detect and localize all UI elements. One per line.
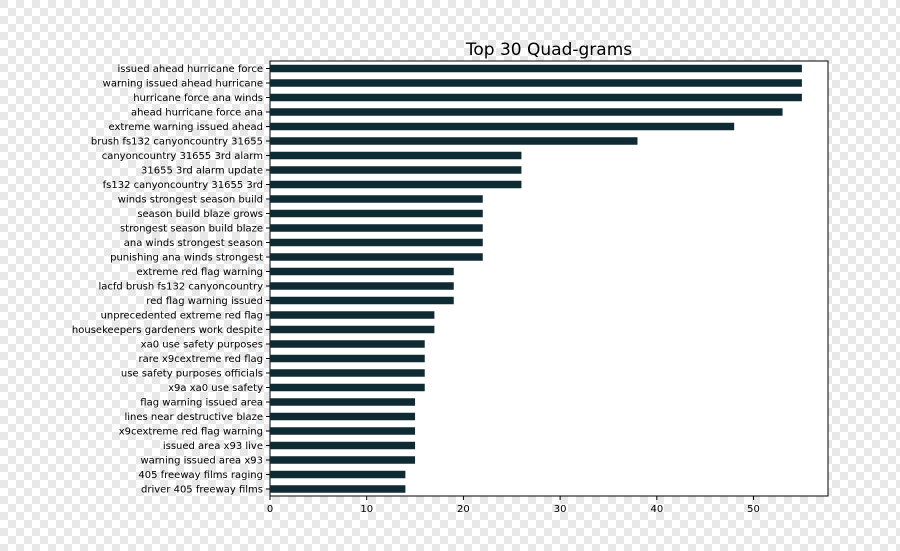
y-tick-label: fs132 canyoncountry 31655 3rd xyxy=(103,180,263,191)
y-tick-label: canyoncountry 31655 3rd alarm xyxy=(102,151,263,162)
y-tick-label: xa0 use safety purposes xyxy=(141,340,263,351)
y-tick-label: extreme warning issued ahead xyxy=(109,122,263,133)
bar xyxy=(270,122,735,131)
bar xyxy=(270,151,522,160)
x-tick-label: 0 xyxy=(267,504,273,515)
y-tick-labels: issued ahead hurricane force warning issu… xyxy=(72,64,270,496)
y-tick-label: ahead hurricane force ana xyxy=(131,108,263,119)
y-tick-label: unprecedented extreme red flag xyxy=(101,311,263,322)
y-tick-label: flag warning issued area xyxy=(140,398,263,409)
bar xyxy=(270,354,425,363)
bar xyxy=(270,311,435,319)
y-tick-label: warning issued ahead hurricane xyxy=(103,79,263,90)
y-tick-label: housekeepers gardeners work despite xyxy=(72,325,263,336)
bar xyxy=(270,412,416,421)
bar xyxy=(270,93,802,102)
y-tick-label: red flag warning issued xyxy=(146,296,263,307)
bar xyxy=(270,64,802,73)
x-tick-label: 10 xyxy=(360,504,373,515)
bar xyxy=(270,383,425,392)
y-tick-label: x9a xa0 use safety xyxy=(168,383,263,394)
y-tick-label: strongest season build blaze xyxy=(120,224,263,235)
y-tick-label: winds strongest season build xyxy=(118,195,263,206)
x-tick-label: 40 xyxy=(650,504,663,515)
chart-title: Top 30 Quad-grams xyxy=(465,40,632,60)
bar xyxy=(270,441,416,450)
bar xyxy=(270,485,406,493)
y-tick-label: issued area x93 live xyxy=(163,441,263,452)
y-tick-label: ana winds strongest season xyxy=(124,238,263,249)
y-tick-label: rare x9cextreme red flag xyxy=(138,354,263,365)
y-tick-label: brush fs132 canyoncountry 31655 xyxy=(91,137,263,148)
y-tick-label: x9cextreme red flag warning xyxy=(119,427,263,438)
y-tick-label: issued ahead hurricane force xyxy=(118,64,263,75)
bar xyxy=(270,398,416,406)
bar xyxy=(270,209,483,218)
y-tick-label: 405 freeway films raging xyxy=(138,470,263,481)
bar xyxy=(270,253,483,261)
x-tick-label: 50 xyxy=(747,504,760,515)
bar xyxy=(270,456,416,464)
bar xyxy=(270,369,425,377)
y-tick-label: season build blaze grows xyxy=(137,209,263,220)
x-tick-label: 20 xyxy=(457,504,470,515)
bar xyxy=(270,137,638,145)
bar xyxy=(270,282,454,290)
bar xyxy=(270,296,454,305)
bar xyxy=(270,224,483,232)
bar xyxy=(270,108,783,116)
y-tick-label: hurricane force ana winds xyxy=(133,93,263,104)
bar xyxy=(270,79,802,87)
x-tick-label: 30 xyxy=(554,504,567,515)
bar xyxy=(270,195,483,203)
y-tick-label: warning issued area x93 xyxy=(140,456,263,467)
y-tick-label: extreme red flag warning xyxy=(137,267,264,278)
bar xyxy=(270,427,416,435)
bar xyxy=(270,267,454,276)
y-tick-label: driver 405 freeway films xyxy=(141,485,263,496)
bar xyxy=(270,470,406,479)
bar xyxy=(270,166,522,174)
bar xyxy=(270,238,483,247)
y-tick-label: use safety purposes officials xyxy=(121,369,263,380)
bar xyxy=(270,180,522,189)
bar xyxy=(270,325,435,334)
x-axis: 0 10 20 30 40 50 xyxy=(267,496,760,515)
bars-group xyxy=(270,64,802,493)
plot-area xyxy=(269,60,829,497)
y-tick-label: punishing ana winds strongest xyxy=(110,253,263,264)
bar xyxy=(270,340,425,348)
y-tick-label: 31655 3rd alarm update xyxy=(141,166,263,177)
y-tick-label: lacfd brush fs132 canyoncountry xyxy=(98,282,263,293)
y-tick-label: lines near destructive blaze xyxy=(124,412,263,423)
